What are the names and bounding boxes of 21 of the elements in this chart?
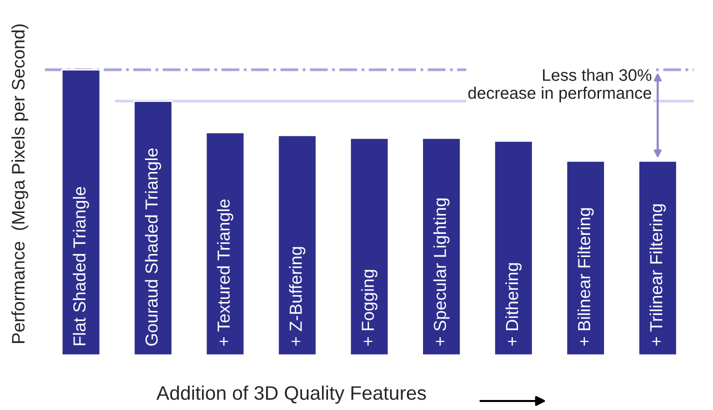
bar <box>205 132 245 356</box>
x-tick-label: + Fogging <box>361 270 378 346</box>
x-tick-label: + Textured Triangle <box>217 199 234 346</box>
x-tick-label: Flat Shaded Triangle <box>72 187 90 346</box>
bar <box>350 138 390 356</box>
bar <box>133 100 173 356</box>
bar <box>638 160 678 356</box>
x-tick-label: + Specular Lighting <box>433 198 450 346</box>
bar <box>277 134 318 356</box>
annotation: Less than 30% decrease in performance <box>468 68 652 102</box>
y-axis-title: Performance (Mega Pixels per Second) <box>11 24 28 343</box>
bar <box>61 69 101 356</box>
bar <box>566 160 606 356</box>
x-tick-label: + Bilinear Filtering <box>578 208 594 346</box>
x-tick-label: + Z-Buffering <box>289 247 306 346</box>
x-tick-label: + Trilinear Filtering <box>650 204 666 346</box>
x-axis-title: Addition of 3D Quality Features <box>156 386 426 404</box>
bar <box>494 140 534 356</box>
bar <box>422 138 462 356</box>
x-tick-label: Gouraud Shaded Triangle <box>144 148 162 346</box>
x-tick-label: + Dithering <box>505 263 522 346</box>
